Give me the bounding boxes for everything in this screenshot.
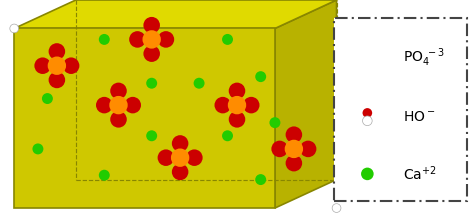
Ellipse shape: [228, 96, 246, 114]
Ellipse shape: [109, 96, 128, 114]
Ellipse shape: [285, 140, 303, 158]
Ellipse shape: [215, 97, 231, 113]
Ellipse shape: [96, 97, 112, 113]
Ellipse shape: [222, 130, 233, 141]
Ellipse shape: [171, 148, 189, 167]
Ellipse shape: [363, 116, 372, 126]
Ellipse shape: [172, 164, 188, 180]
Ellipse shape: [361, 168, 374, 180]
Ellipse shape: [99, 170, 110, 181]
Ellipse shape: [49, 72, 65, 88]
Text: PO$_4^{\ -3}$: PO$_4^{\ -3}$: [403, 47, 445, 69]
Ellipse shape: [99, 34, 110, 45]
Ellipse shape: [359, 49, 376, 67]
Ellipse shape: [110, 83, 127, 99]
Ellipse shape: [125, 97, 141, 113]
Ellipse shape: [146, 130, 157, 141]
Ellipse shape: [186, 149, 202, 166]
Ellipse shape: [110, 111, 127, 128]
Ellipse shape: [35, 57, 51, 74]
Ellipse shape: [229, 83, 245, 99]
Ellipse shape: [172, 135, 188, 152]
Ellipse shape: [332, 204, 341, 212]
Ellipse shape: [363, 108, 372, 118]
Ellipse shape: [255, 71, 266, 82]
Ellipse shape: [146, 78, 157, 89]
Ellipse shape: [372, 50, 388, 66]
Ellipse shape: [144, 17, 160, 34]
Ellipse shape: [48, 57, 66, 75]
Ellipse shape: [42, 93, 53, 104]
Ellipse shape: [129, 31, 146, 48]
Ellipse shape: [286, 155, 302, 171]
Polygon shape: [14, 0, 337, 28]
Ellipse shape: [158, 149, 174, 166]
Ellipse shape: [143, 30, 161, 49]
Polygon shape: [275, 0, 337, 208]
Ellipse shape: [300, 141, 316, 157]
Ellipse shape: [144, 45, 160, 62]
Text: Ca$^{+2}$: Ca$^{+2}$: [403, 165, 437, 183]
FancyBboxPatch shape: [334, 18, 467, 201]
Ellipse shape: [193, 78, 205, 89]
Ellipse shape: [10, 24, 18, 33]
Ellipse shape: [272, 141, 288, 157]
Ellipse shape: [346, 50, 363, 66]
Text: HO$^-$: HO$^-$: [403, 110, 436, 124]
Ellipse shape: [63, 57, 79, 74]
Ellipse shape: [32, 143, 44, 154]
Ellipse shape: [255, 174, 266, 185]
Ellipse shape: [359, 37, 375, 53]
Ellipse shape: [359, 63, 375, 79]
Ellipse shape: [158, 31, 174, 48]
Ellipse shape: [243, 97, 259, 113]
Polygon shape: [14, 28, 275, 208]
Ellipse shape: [222, 34, 233, 45]
Ellipse shape: [269, 117, 281, 128]
Ellipse shape: [286, 126, 302, 143]
Ellipse shape: [229, 111, 245, 128]
Ellipse shape: [49, 43, 65, 60]
